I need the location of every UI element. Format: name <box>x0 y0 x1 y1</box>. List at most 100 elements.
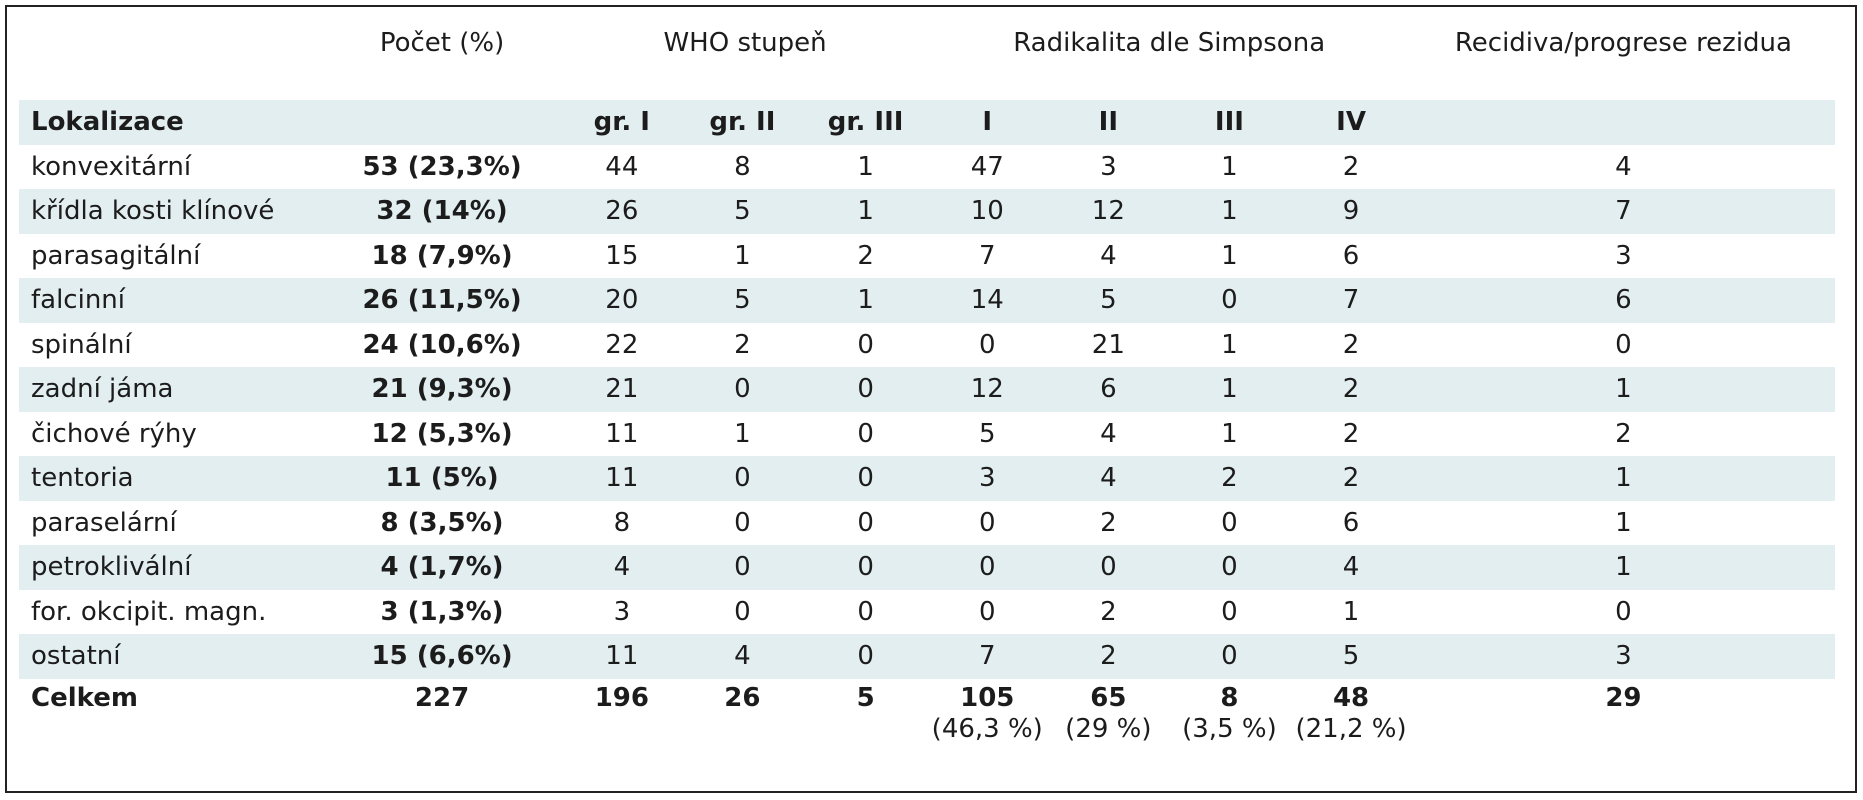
row-simpson-2: 0 <box>1048 545 1169 590</box>
row-who-gr3: 0 <box>857 329 874 360</box>
row-who-gr3: 0 <box>857 596 874 627</box>
row-simpson-2: 2 <box>1100 507 1117 538</box>
group-header-row: Počet (%) WHO stupeň Radikalita dle Simp… <box>19 20 1835 100</box>
total-s1-cell: 105 (46,3 %) <box>926 679 1048 753</box>
row-who-gr3: 0 <box>804 456 927 501</box>
subheader-row: Lokalizace gr. I gr. II gr. III I II III… <box>19 100 1835 145</box>
row-recidiva: 0 <box>1615 596 1632 627</box>
row-recidiva: 0 <box>1615 329 1632 360</box>
subheader-s3: III <box>1168 100 1291 145</box>
row-who-gr2: 2 <box>734 329 751 360</box>
total-rec: 29 <box>1605 682 1642 713</box>
subheader-gr1: gr. I <box>563 100 680 145</box>
table-row: zadní jáma 21 (9,3%) 21 0 0 12 6 1 2 1 <box>19 367 1835 412</box>
table-row: tentoria 11 (5%) 11 0 0 3 4 2 2 1 <box>19 456 1835 501</box>
row-simpson-4: 5 <box>1290 634 1412 679</box>
table-row: petroklivální 4 (1,7%) 4 0 0 0 0 0 4 1 <box>19 545 1835 590</box>
row-count: 11 (5%) <box>320 456 564 501</box>
row-simpson-3: 1 <box>1221 240 1238 271</box>
total-s1-pct: (46,3 %) <box>931 713 1043 744</box>
row-recidiva: 1 <box>1615 507 1632 538</box>
header-recidiva: Recidiva/progrese rezidua <box>1454 28 1792 58</box>
row-simpson-3: 0 <box>1221 596 1238 627</box>
row-recidiva: 1 <box>1411 545 1835 590</box>
row-simpson-1: 7 <box>926 634 1049 679</box>
row-simpson-1: 14 <box>926 278 1049 323</box>
row-recidiva: 2 <box>1615 418 1632 449</box>
row-simpson-4: 2 <box>1290 367 1412 412</box>
subheader-s1: I <box>926 100 1049 145</box>
row-location: konvexitární <box>31 151 192 182</box>
row-who-gr1: 11 <box>563 456 680 501</box>
total-s4: 48 <box>1332 682 1370 713</box>
row-recidiva: 7 <box>1411 189 1835 234</box>
row-count: 12 (5,3%) <box>371 418 513 449</box>
total-s4-cell: 48 (21,2 %) <box>1290 679 1412 753</box>
row-who-gr1: 4 <box>563 545 680 590</box>
row-simpson-2: 2 <box>1100 596 1117 627</box>
header-empty <box>19 20 320 100</box>
row-who-gr1: 44 <box>605 151 639 182</box>
row-who-gr2: 5 <box>680 278 805 323</box>
row-simpson-4: 2 <box>1342 151 1360 182</box>
subheader-s2: II <box>1048 100 1169 145</box>
row-simpson-2: 4 <box>1048 456 1169 501</box>
row-recidiva: 3 <box>1615 240 1632 271</box>
row-simpson-3: 1 <box>1221 151 1238 182</box>
subheader-gr2: gr. II <box>680 100 805 145</box>
row-who-gr3: 0 <box>857 507 874 538</box>
row-who-gr2: 1 <box>734 418 751 449</box>
header-pocet: Počet (%) <box>379 28 505 58</box>
row-count: 32 (14%) <box>320 189 564 234</box>
row-who-gr3: 1 <box>857 151 874 182</box>
subheader-gr3: gr. III <box>804 100 927 145</box>
total-s1: 105 <box>960 682 1015 713</box>
row-recidiva: 3 <box>1411 634 1835 679</box>
row-simpson-1: 0 <box>926 545 1049 590</box>
total-label: Celkem <box>31 682 138 713</box>
row-location: parasagitální <box>31 240 201 271</box>
table-row: falcinní 26 (11,5%) 20 5 1 14 5 0 7 6 <box>19 278 1835 323</box>
row-simpson-1: 47 <box>970 151 1004 182</box>
row-location: ostatní <box>19 634 321 679</box>
total-s3: 8 <box>1220 682 1239 713</box>
row-simpson-1: 7 <box>978 240 996 271</box>
row-who-gr2: 1 <box>734 240 751 271</box>
row-simpson-4: 7 <box>1290 278 1412 323</box>
row-recidiva: 1 <box>1411 456 1835 501</box>
row-simpson-3: 0 <box>1168 278 1291 323</box>
row-location: falcinní <box>19 278 321 323</box>
subheader-lokalizace: Lokalizace <box>19 100 321 145</box>
total-gr3: 5 <box>856 682 875 713</box>
row-simpson-4: 6 <box>1342 240 1360 271</box>
row-who-gr1: 11 <box>563 634 680 679</box>
row-who-gr1: 15 <box>605 240 639 271</box>
row-simpson-4: 4 <box>1290 545 1412 590</box>
row-who-gr2: 0 <box>734 507 751 538</box>
row-who-gr2: 8 <box>734 151 751 182</box>
total-s3-cell: 8 (3,5 %) <box>1169 679 1291 753</box>
row-location: petroklivální <box>19 545 321 590</box>
total-s2: 65 <box>1090 682 1127 713</box>
row-simpson-4: 9 <box>1290 189 1412 234</box>
row-who-gr1: 21 <box>563 367 680 412</box>
row-who-gr1: 26 <box>563 189 680 234</box>
subheader-rec-empty <box>1411 100 1835 145</box>
row-simpson-3: 1 <box>1168 189 1291 234</box>
row-count: 8 (3,5%) <box>380 507 504 538</box>
header-who: WHO stupeň <box>663 28 827 58</box>
row-location: zadní jáma <box>19 367 321 412</box>
total-s4-pct: (21,2 %) <box>1295 713 1407 744</box>
row-simpson-2: 3 <box>1100 151 1117 182</box>
row-who-gr3: 0 <box>804 545 927 590</box>
row-simpson-3: 0 <box>1168 634 1291 679</box>
row-who-gr3: 0 <box>804 634 927 679</box>
row-simpson-3: 1 <box>1221 329 1238 360</box>
table-row: spinální 24 (10,6%) 22 2 0 0 21 1 2 0 <box>19 323 1835 368</box>
total-s2-cell: 65 (29 %) <box>1048 679 1169 753</box>
row-who-gr1: 11 <box>605 418 639 449</box>
row-who-gr2: 0 <box>680 367 805 412</box>
row-simpson-3: 2 <box>1168 456 1291 501</box>
row-count: 53 (23,3%) <box>362 151 522 182</box>
row-count: 21 (9,3%) <box>320 367 564 412</box>
